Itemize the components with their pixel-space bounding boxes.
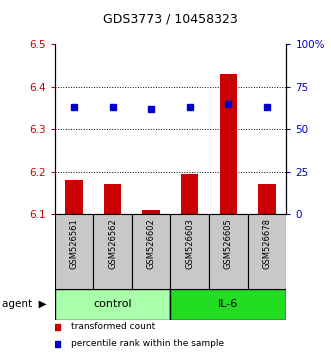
Bar bbox=[93, 214, 132, 289]
Text: control: control bbox=[93, 299, 132, 309]
Bar bbox=[220, 74, 237, 214]
Text: IL-6: IL-6 bbox=[218, 299, 239, 309]
Text: GSM526605: GSM526605 bbox=[224, 218, 233, 269]
Bar bbox=[132, 214, 170, 289]
Text: agent  ▶: agent ▶ bbox=[2, 299, 46, 309]
Bar bbox=[104, 184, 121, 214]
Bar bbox=[170, 214, 209, 289]
Text: GSM526561: GSM526561 bbox=[70, 218, 78, 269]
Bar bbox=[142, 210, 160, 214]
Bar bbox=[248, 214, 286, 289]
Bar bbox=[258, 184, 276, 214]
Bar bbox=[65, 180, 83, 214]
Text: GSM526678: GSM526678 bbox=[262, 218, 271, 269]
Text: transformed count: transformed count bbox=[71, 322, 155, 331]
Text: percentile rank within the sample: percentile rank within the sample bbox=[71, 339, 224, 348]
Bar bbox=[55, 214, 93, 289]
Text: GSM526603: GSM526603 bbox=[185, 218, 194, 269]
Bar bbox=[181, 174, 199, 214]
Text: GSM526602: GSM526602 bbox=[147, 218, 156, 269]
Text: GDS3773 / 10458323: GDS3773 / 10458323 bbox=[103, 12, 238, 25]
Bar bbox=[170, 289, 286, 320]
Text: GSM526562: GSM526562 bbox=[108, 218, 117, 269]
Bar bbox=[209, 214, 248, 289]
Bar bbox=[55, 289, 170, 320]
